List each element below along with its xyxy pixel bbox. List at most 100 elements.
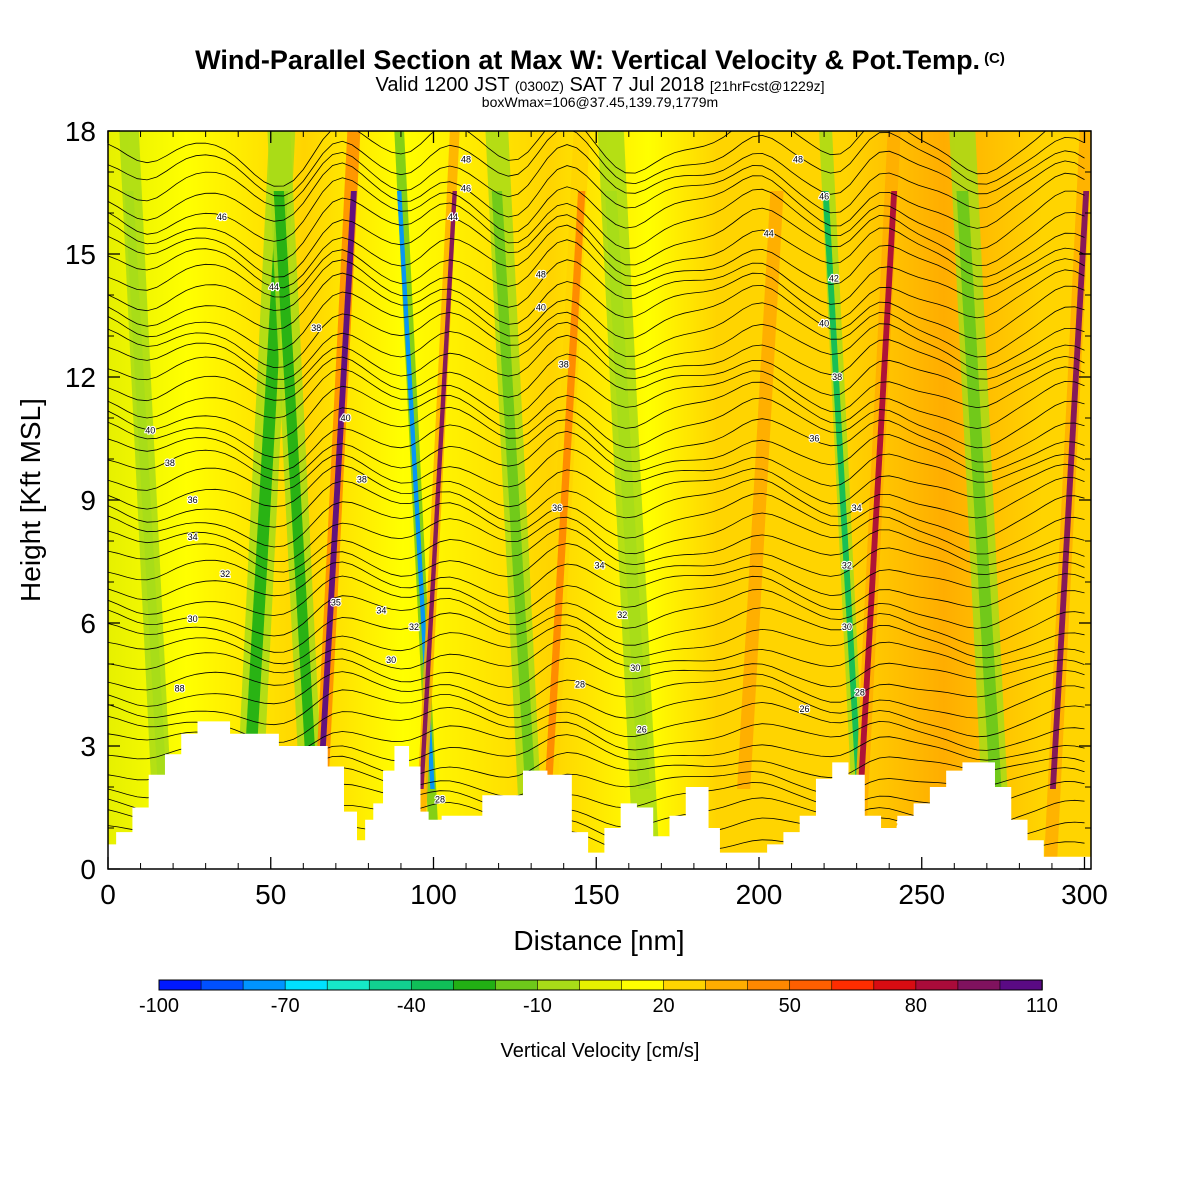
chart-title-text: Wind-Parallel Section at Max W: Vertical…: [195, 45, 981, 75]
velocity-band-core: [544, 191, 586, 789]
contour-label: 30: [842, 622, 852, 632]
colorbar-tick-label: -100: [139, 995, 179, 1017]
contour-label: 40: [145, 425, 155, 435]
y-tick-label: 3: [80, 731, 96, 762]
contour-label: 38: [311, 323, 321, 333]
colorbar-swatch: [915, 979, 959, 991]
contour-label: 32: [617, 610, 627, 620]
x-tick-label: 0: [100, 879, 116, 910]
velocity-band-core: [956, 191, 1002, 789]
isentrope-line: [108, 573, 1085, 616]
isentrope-line: [108, 207, 1085, 278]
contour-labels: 48 46 44 48 46 44 46 44 48 40 42 40 38 38 38 40 40 36 38 38…: [144, 154, 908, 830]
contour-label: 48: [793, 155, 803, 165]
contour-label: 28: [435, 794, 445, 804]
contour-label: 32: [842, 561, 852, 571]
velocity-band-core: [419, 191, 457, 789]
isentrope-line: [108, 239, 1085, 298]
velocity-band-core: [604, 191, 650, 789]
contour-label: 40: [341, 413, 351, 423]
valid-date: SAT 7 Jul 2018: [569, 74, 705, 96]
y-axis-label: Height [Kft MSL]: [15, 398, 46, 602]
isentrope-line: [108, 188, 1085, 263]
contour-label: 28: [575, 680, 585, 690]
vertical-velocity-field: 48 46 44 48 46 44 46 44 48 40 42 40 38 38 38 40 40 36 38 38…: [108, 131, 1091, 869]
velocity-band-core: [857, 191, 898, 789]
colorbar-tick-label: -70: [271, 995, 300, 1017]
box-wmax-info: boxWmax=106@37.45,139.79,1779m: [481, 94, 719, 110]
colorbar-frame: [158, 979, 1043, 991]
colorbar-swatch: [326, 979, 371, 991]
contour-label: 44: [269, 282, 279, 292]
isentrope-line: [108, 527, 1085, 573]
x-tick-label: 50: [255, 879, 286, 910]
isentrope-line: [108, 638, 1085, 674]
terrain: [108, 721, 1091, 869]
colorbar-swatch: [537, 979, 581, 991]
isentrope-line: [108, 669, 1085, 707]
colorbar-title: Vertical Velocity [cm/s]: [501, 1040, 700, 1062]
velocity-band-core: [317, 191, 357, 789]
contour-label: 32: [409, 622, 419, 632]
contour-label: 34: [376, 606, 386, 616]
x-tick-label: 300: [1061, 879, 1108, 910]
isentrope-line: [108, 512, 1085, 562]
colorbar-swatch: [621, 979, 665, 991]
isentrope-line: [108, 448, 1085, 492]
isentrope-line: [108, 476, 1085, 528]
contour-label: 30: [386, 655, 396, 665]
contour-label: 26: [637, 725, 647, 735]
contour-label: 40: [536, 302, 546, 312]
isentrope-line: [108, 321, 1085, 380]
colorbar: -100 -70 -40 -10 20 50 80 110: [139, 979, 1058, 1017]
contour-label: 36: [188, 495, 198, 505]
contour-label: 32: [220, 569, 230, 579]
colorbar-swatch: [453, 979, 497, 991]
contour-label: 34: [594, 561, 604, 571]
isentrope-line: [108, 258, 1085, 312]
colorbar-tick-label: 80: [905, 995, 927, 1017]
isentrope-line: [108, 542, 1085, 582]
y-tick-label: 0: [80, 854, 96, 885]
colorbar-swatch: [495, 979, 539, 991]
isentrope-line: [108, 302, 1085, 369]
velocity-band-core: [491, 191, 536, 789]
colorbar-swatch: [747, 979, 791, 991]
contour-label: 40: [819, 319, 829, 329]
isentrope-line: [108, 624, 1085, 665]
contour-label: 48: [536, 270, 546, 280]
colorbar-tick-label: -40: [397, 995, 426, 1017]
colorbar-swatch: [579, 979, 623, 991]
isentrope-line: [108, 131, 1085, 197]
isentrope-line: [108, 284, 1085, 351]
colorbar-swatch: [663, 979, 707, 991]
valid-time-prefix: Valid 1200 JST: [375, 74, 510, 96]
isentrope-line: [108, 463, 1085, 510]
contour-label: 88: [175, 684, 185, 694]
y-tick-label: 18: [65, 116, 96, 147]
velocity-band-core: [243, 191, 289, 789]
velocity-band-core: [1049, 191, 1090, 789]
isentrope-line: [108, 657, 1085, 691]
colorbar-swatch: [200, 979, 244, 991]
chart-title: Wind-Parallel Section at Max W: Vertical…: [0, 44, 1200, 75]
colorbar-tick-label: 20: [652, 995, 674, 1017]
x-tick-label: 150: [573, 879, 620, 910]
isentrope-line: [108, 418, 1085, 472]
forecast-info: [21hrFcst@1229z]: [709, 78, 825, 94]
contour-label: 36: [552, 503, 562, 513]
colorbar-swatch: [831, 979, 875, 991]
colorbar-swatch: [705, 979, 749, 991]
contour-label: 46: [819, 192, 829, 202]
isentrope-line: [108, 269, 1085, 331]
isentrope-line: [108, 492, 1085, 548]
isentrope-line: [108, 366, 1085, 419]
contour-label: 28: [855, 688, 865, 698]
contour-label: 36: [809, 434, 819, 444]
x-tick-label: 250: [898, 879, 945, 910]
x-tick-label: 100: [410, 879, 457, 910]
colorbar-swatch: [242, 979, 286, 991]
colorbar-swatch: [873, 979, 917, 991]
